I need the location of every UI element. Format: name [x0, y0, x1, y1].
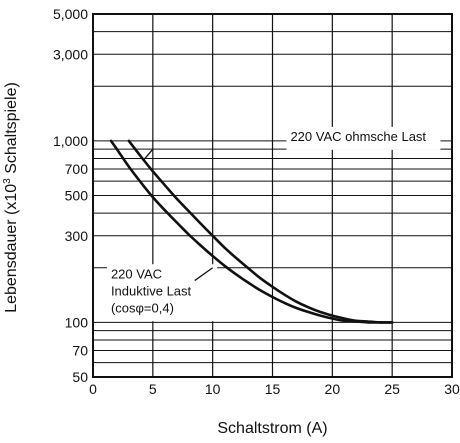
grid [93, 14, 452, 377]
y-tick-labels: 50 70 100 300 500 700 1,000 3,000 5,000 [53, 6, 88, 385]
y-tick-label: 500 [65, 188, 89, 204]
x-tick-label: 0 [89, 381, 97, 397]
x-tick-label: 30 [444, 381, 460, 397]
y-tick-label: 3,000 [53, 46, 88, 62]
series-line-1 [127, 139, 394, 324]
y-tick-label: 300 [65, 228, 89, 244]
y-tick-label: 70 [72, 342, 88, 358]
x-axis-title: Schaltstrom (A) [217, 420, 327, 437]
annotation-background [286, 126, 441, 150]
x-tick-labels: 0 5 10 15 20 25 30 [89, 381, 460, 397]
annotation-text: 220 VAC ohmsche Last [290, 129, 426, 144]
annotation-text: (cosφ=0,4) [111, 300, 174, 315]
annotation-text: 220 VAC [111, 266, 162, 281]
annotation-2: 220 VAC Induktive Last (cosφ=0,4) [106, 264, 218, 322]
series-curves [109, 139, 394, 324]
x-tick-label: 25 [384, 381, 400, 397]
annotation-background [106, 264, 218, 322]
y-tick-label: 1,000 [53, 133, 88, 149]
x-tick-label: 20 [325, 381, 341, 397]
annotation-pointer [142, 148, 154, 161]
y-tick-label: 700 [65, 161, 89, 177]
annotation-1: 220 VAC ohmsche Last [286, 126, 441, 150]
annotation-pointer [194, 267, 214, 282]
x-tick-label: 10 [205, 381, 221, 397]
y-tick-label: 100 [65, 314, 89, 330]
series-line-2 [109, 139, 394, 324]
plot-area-frame [92, 13, 453, 378]
annotation-pointers [142, 148, 214, 282]
x-tick-label: 15 [265, 381, 281, 397]
y-tick-label: 5,000 [53, 6, 88, 22]
annotation-text: Induktive Last [111, 283, 192, 298]
y-axis-title-suffix: Schaltspiele) [3, 82, 20, 178]
annotations: 220 VAC ohmsche Last 220 VAC Induktive Las… [106, 126, 441, 322]
x-tick-label: 5 [149, 381, 157, 397]
y-axis-title: Lebensdauer (x103 Schaltspiele) [2, 82, 20, 313]
y-tick-label: 50 [72, 369, 88, 385]
y-axis-title-superscript: 3 [2, 178, 13, 184]
y-axis-title-prefix: Lebensdauer (x10 [3, 184, 20, 313]
